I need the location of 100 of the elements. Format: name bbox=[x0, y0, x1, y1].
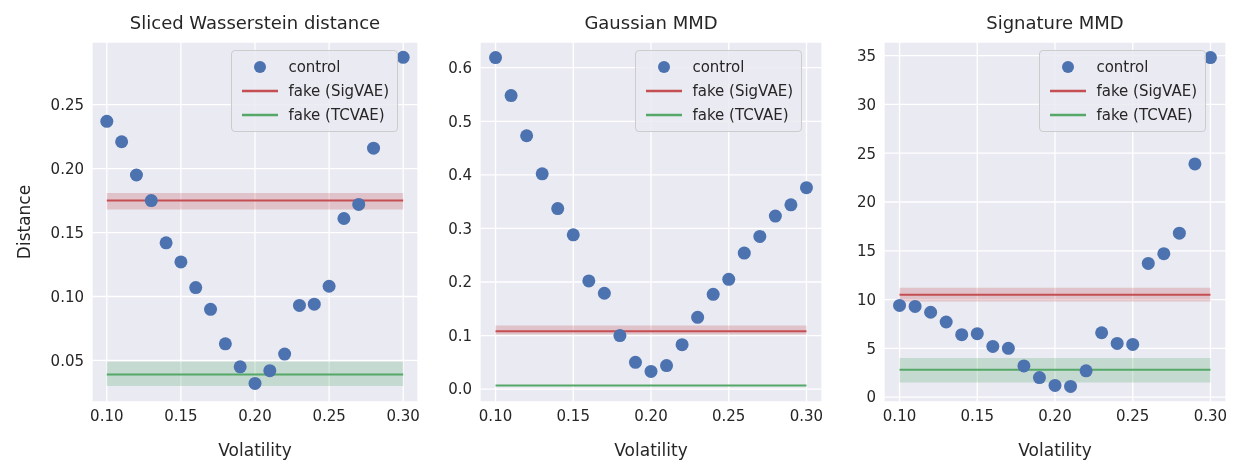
point bbox=[520, 129, 534, 143]
y-tick-label: 0.15 bbox=[50, 223, 84, 242]
x-tick-label: 0.10 bbox=[90, 406, 124, 425]
y-tick-label: 0.2 bbox=[448, 273, 472, 292]
x-tick-label: 0.25 bbox=[1116, 406, 1150, 425]
point bbox=[939, 315, 953, 329]
chart-title: Signature MMD bbox=[985, 12, 1125, 33]
point bbox=[129, 168, 143, 182]
point bbox=[970, 327, 984, 341]
x-tick-label: 0.10 bbox=[882, 406, 917, 425]
y-tick-label: 0.25 bbox=[50, 95, 84, 114]
point bbox=[582, 274, 596, 288]
y-tick-label: 15 bbox=[856, 242, 876, 261]
x-tick-label: 0.15 bbox=[164, 406, 198, 425]
x-axis-title: Volatility bbox=[1018, 440, 1092, 460]
point bbox=[115, 135, 129, 149]
y-tick-label: 0.6 bbox=[448, 59, 472, 78]
point bbox=[1203, 51, 1217, 65]
legend-label: control bbox=[692, 58, 745, 76]
x-tick-label: 0.25 bbox=[312, 406, 346, 425]
y-axis-title: Distance bbox=[14, 184, 35, 260]
x-tick-label: 0.25 bbox=[712, 406, 746, 425]
point bbox=[691, 310, 705, 324]
legend-label: control bbox=[1096, 58, 1149, 76]
y-tick-label: 0.05 bbox=[50, 351, 84, 370]
point bbox=[737, 246, 751, 260]
legend-label: fake (TCVAE) bbox=[692, 106, 789, 124]
point bbox=[292, 298, 306, 312]
point bbox=[644, 364, 658, 378]
point bbox=[396, 50, 410, 64]
point bbox=[535, 167, 549, 181]
x-tick-label: 0.15 bbox=[960, 406, 994, 425]
point bbox=[1079, 364, 1093, 378]
point bbox=[1157, 247, 1171, 261]
x-tick-label: 0.20 bbox=[1038, 406, 1072, 425]
y-tick-label: 5 bbox=[866, 339, 876, 358]
x-tick-label: 0.30 bbox=[1193, 406, 1228, 425]
x-tick-label: 0.10 bbox=[478, 406, 513, 425]
point bbox=[955, 328, 969, 342]
point bbox=[1110, 336, 1124, 350]
chart-title: Sliced Wasserstein distance bbox=[128, 12, 382, 33]
legend-label: control bbox=[288, 58, 341, 76]
x-tick-label: 0.20 bbox=[238, 406, 272, 425]
legend-label: fake (SigVAE) bbox=[692, 82, 793, 100]
y-tick-label: 25 bbox=[856, 144, 876, 163]
point bbox=[784, 198, 798, 212]
y-tick-label: 0.10 bbox=[50, 287, 84, 306]
point bbox=[706, 287, 720, 301]
x-axis-title: Volatility bbox=[218, 440, 292, 460]
point bbox=[799, 181, 813, 195]
point bbox=[504, 89, 518, 103]
point bbox=[189, 281, 203, 295]
point bbox=[1032, 371, 1046, 385]
legend-label: fake (SigVAE) bbox=[1096, 82, 1197, 100]
point bbox=[278, 347, 292, 361]
x-tick-label: 0.15 bbox=[556, 406, 590, 425]
point bbox=[1172, 226, 1186, 240]
point bbox=[1188, 157, 1202, 171]
y-tick-label: 30 bbox=[856, 95, 876, 114]
point bbox=[144, 194, 158, 208]
y-tick-label: 20 bbox=[856, 193, 876, 212]
y-tick-label: 0 bbox=[866, 388, 876, 407]
point bbox=[551, 202, 565, 216]
point bbox=[566, 228, 580, 242]
point bbox=[675, 338, 689, 352]
point bbox=[322, 279, 336, 293]
y-tick-label: 0.1 bbox=[448, 326, 472, 345]
point bbox=[367, 141, 381, 155]
legend-label: fake (SigVAE) bbox=[288, 82, 389, 100]
y-tick-label: 0.20 bbox=[50, 159, 84, 178]
point bbox=[924, 305, 938, 319]
point bbox=[307, 297, 321, 311]
point bbox=[908, 299, 922, 313]
y-tick-label: 0.5 bbox=[448, 112, 472, 131]
y-tick-label: 0.3 bbox=[448, 219, 472, 238]
point bbox=[218, 337, 232, 351]
point bbox=[248, 376, 262, 390]
x-axis-title: Volatility bbox=[614, 440, 688, 460]
point bbox=[204, 302, 218, 316]
point bbox=[1095, 326, 1109, 340]
point bbox=[613, 329, 627, 343]
point bbox=[233, 360, 247, 374]
point bbox=[893, 298, 907, 312]
point bbox=[337, 211, 351, 225]
point bbox=[1001, 341, 1015, 355]
point bbox=[1064, 379, 1078, 393]
chart-title: Gaussian MMD bbox=[583, 12, 719, 33]
point bbox=[174, 255, 188, 269]
point bbox=[1048, 378, 1062, 392]
point bbox=[1017, 359, 1031, 373]
y-tick-label: 0.0 bbox=[448, 380, 472, 399]
legend-label: fake (TCVAE) bbox=[1096, 106, 1193, 124]
point bbox=[1141, 256, 1155, 270]
point bbox=[768, 209, 782, 223]
x-tick-label: 0.30 bbox=[789, 406, 824, 425]
y-tick-label: 10 bbox=[856, 290, 876, 309]
point bbox=[263, 364, 277, 378]
point bbox=[597, 286, 611, 300]
point bbox=[722, 272, 736, 286]
point bbox=[352, 197, 366, 211]
